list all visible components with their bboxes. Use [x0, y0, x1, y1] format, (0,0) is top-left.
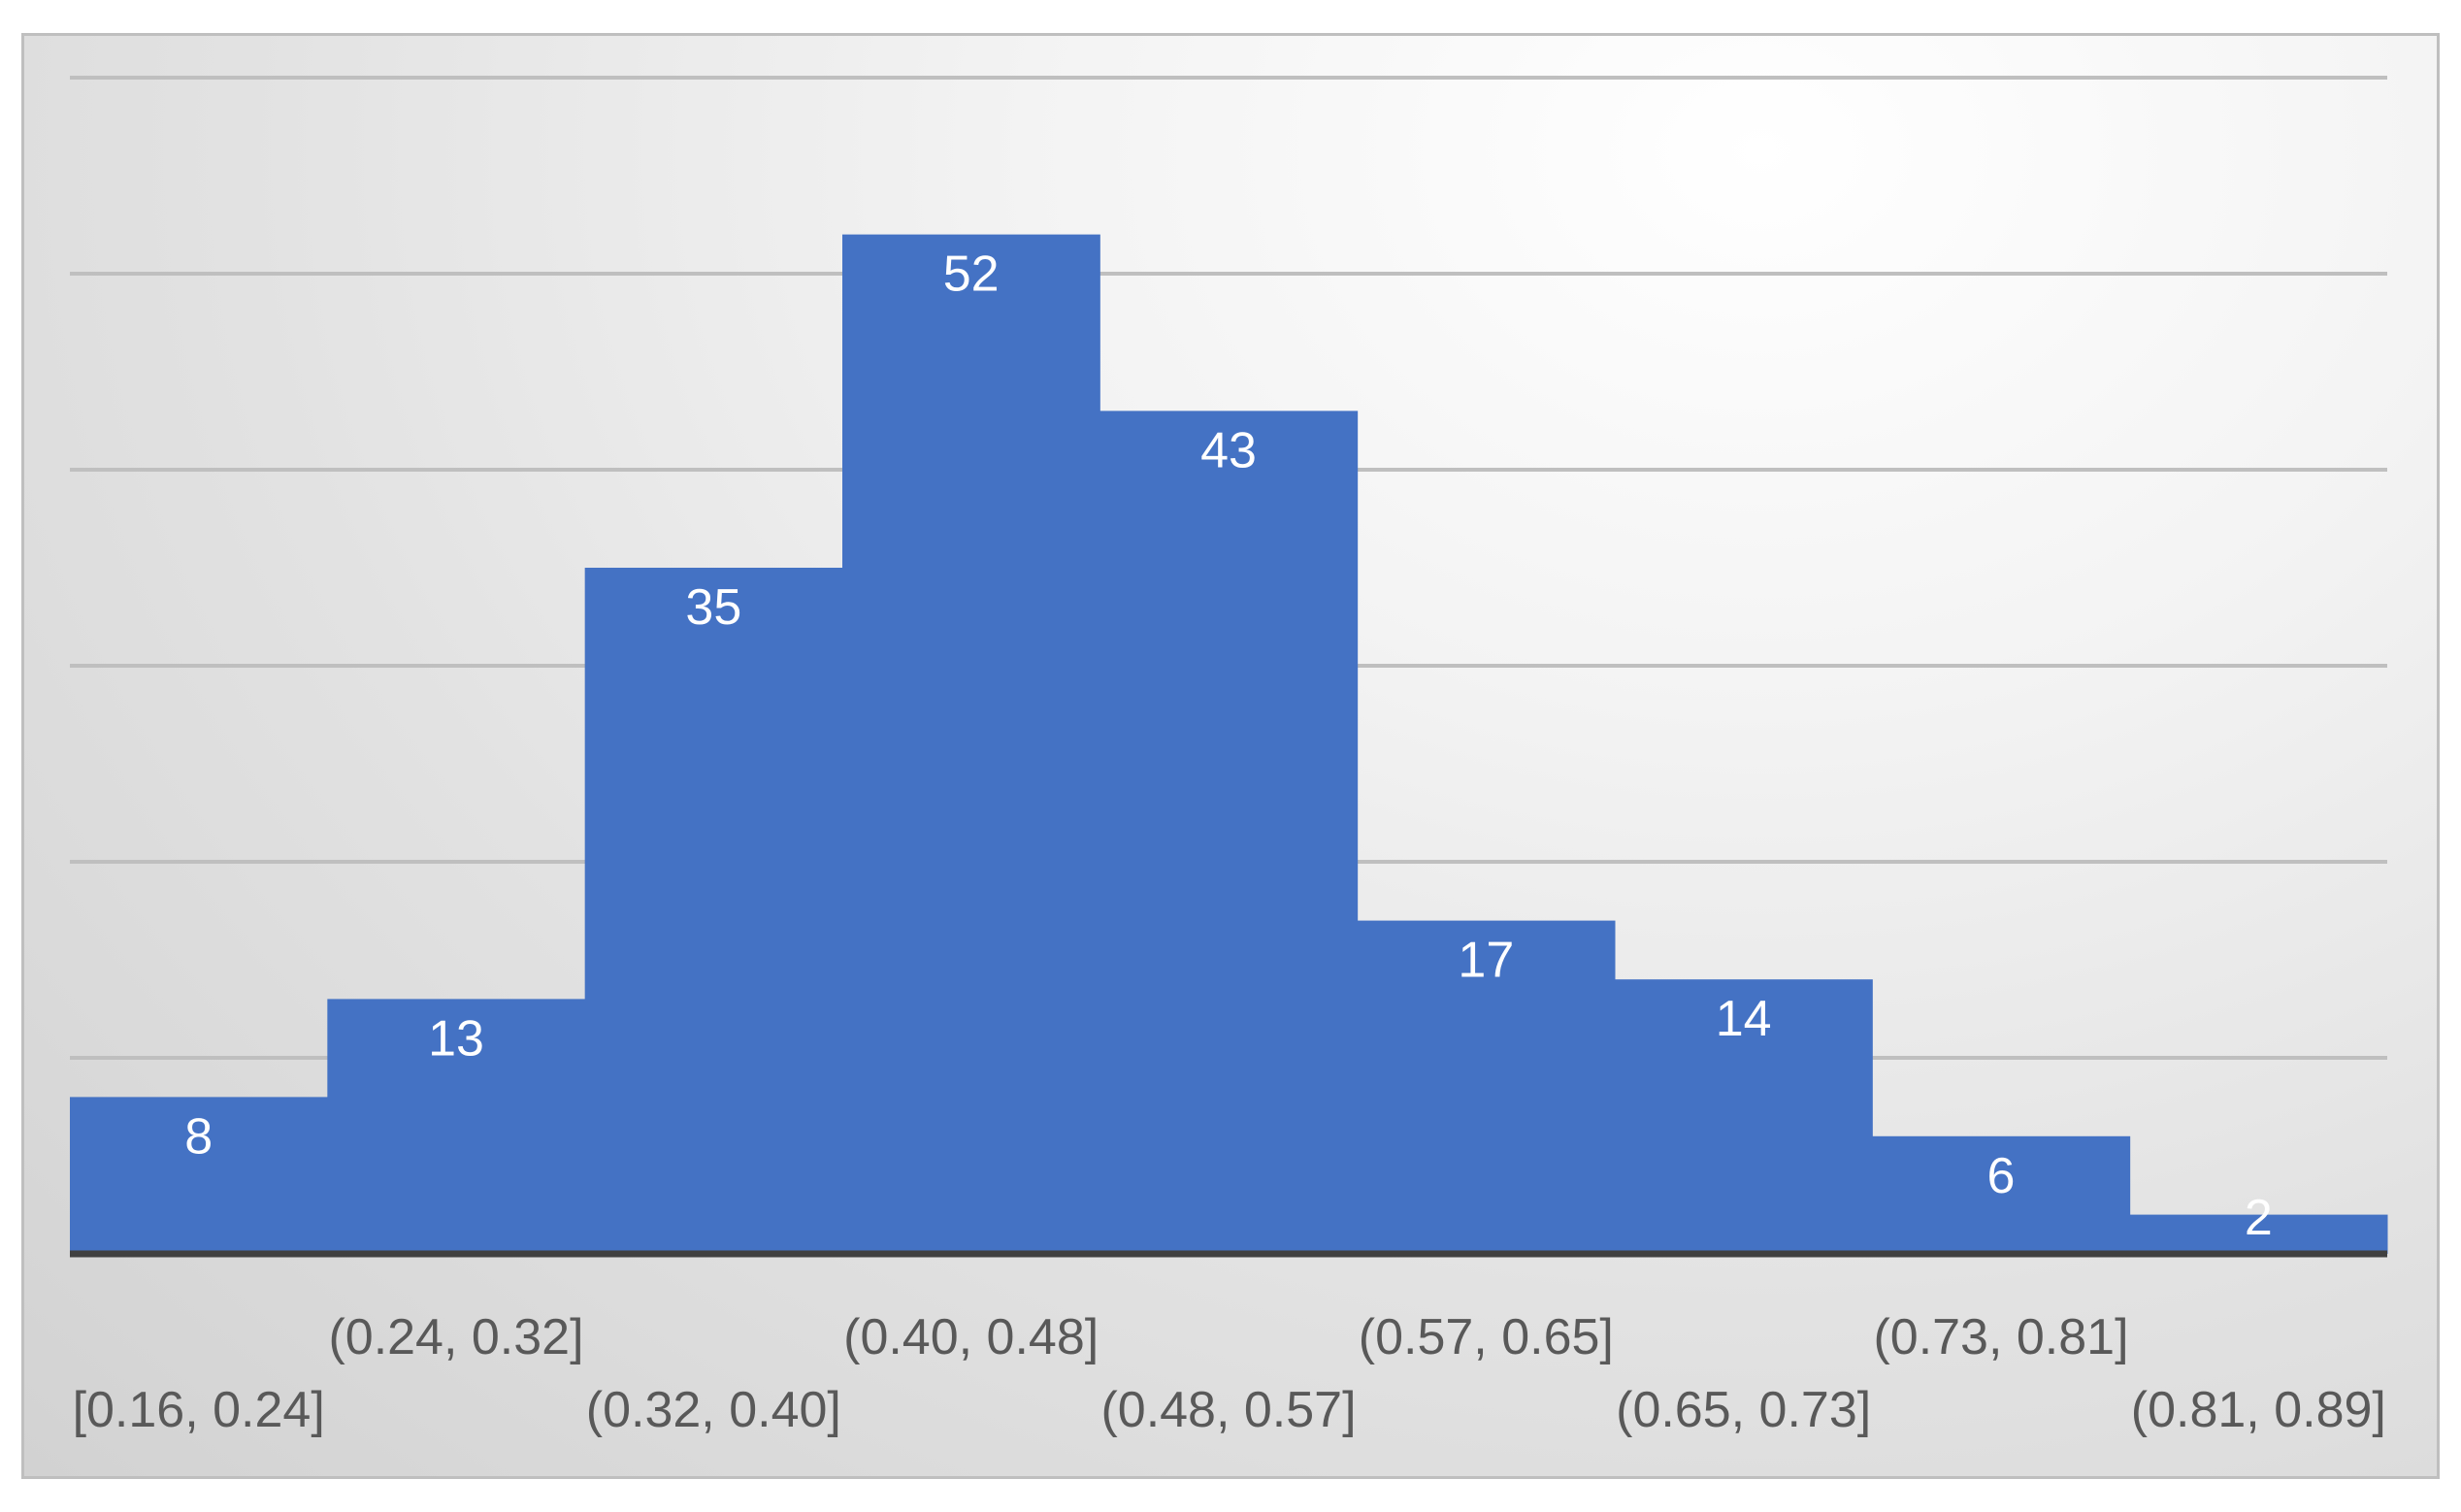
- bar-value-label: 52: [943, 247, 1000, 303]
- x-tick-label: (0.48, 0.57]: [1100, 1382, 1356, 1438]
- bar-value-label: 8: [184, 1108, 213, 1165]
- bar-value-label: 2: [2245, 1190, 2273, 1246]
- x-tick-label: (0.81, 0.89]: [2131, 1382, 2386, 1438]
- bar-value-label: 13: [428, 1010, 484, 1067]
- bar-value-label: 14: [1716, 991, 1772, 1047]
- x-tick-label: (0.65, 0.73]: [1616, 1382, 1871, 1438]
- histogram-bar: [1357, 920, 1616, 1254]
- histogram-bar: [1099, 411, 1359, 1254]
- x-tick-label: [0.16, 0.24]: [73, 1382, 325, 1438]
- bar-value-label: 43: [1200, 422, 1257, 478]
- x-tick-label: (0.57, 0.65]: [1359, 1309, 1614, 1365]
- x-tick-label: (0.32, 0.40]: [586, 1382, 841, 1438]
- histogram-bar: [1872, 1135, 2131, 1254]
- x-tick-label: (0.40, 0.48]: [843, 1309, 1099, 1365]
- histogram-bar: [584, 568, 843, 1254]
- bar-value-label: 35: [685, 579, 741, 636]
- histogram-bar: [842, 234, 1100, 1255]
- bar-value-label: 6: [1987, 1148, 2016, 1204]
- bar-value-label: 17: [1458, 933, 1514, 989]
- histogram-bar: [1615, 979, 1873, 1254]
- x-tick-label: (0.24, 0.32]: [328, 1309, 583, 1365]
- histogram-bar: [327, 999, 586, 1254]
- x-axis-tick-labels: [0.16, 0.24](0.24, 0.32](0.32, 0.40](0.4…: [73, 1309, 2386, 1438]
- x-tick-label: (0.73, 0.81]: [1873, 1309, 2128, 1365]
- data-labels: 8 13 35 52 43 17 14 6 2: [184, 247, 2273, 1246]
- bars: [70, 234, 2388, 1255]
- histogram-bar: [70, 1097, 328, 1254]
- histogram-bar: [2129, 1214, 2388, 1254]
